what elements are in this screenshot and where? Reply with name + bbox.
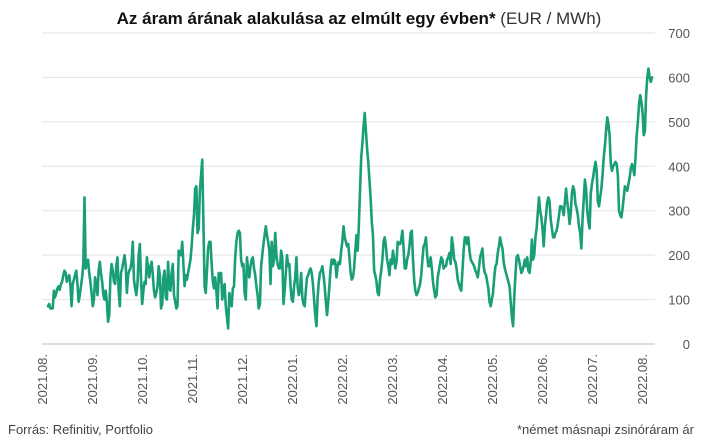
series-line <box>46 67 654 330</box>
x-tick-label: 2022.08. <box>635 354 650 405</box>
x-tick-label: 2021.12. <box>235 354 250 405</box>
y-axis-ticks: 0 100 200 300 400 500 600 700 <box>668 26 690 352</box>
series-group <box>46 67 654 330</box>
y-tick-label: 400 <box>668 159 690 174</box>
y-tick-label: 300 <box>668 204 690 219</box>
y-tick-label: 700 <box>668 26 690 41</box>
x-tick-label: 2022.06. <box>535 354 550 405</box>
x-tick-label: 2022.04. <box>435 354 450 405</box>
chart-unit: (EUR / MWh) <box>500 9 602 28</box>
x-tick-label: 2021.10. <box>135 354 150 405</box>
x-tick-label: 2022.02. <box>335 354 350 405</box>
chart-title: Az áram árának alakulása az elmúlt egy é… <box>0 9 718 29</box>
x-tick-label: 2022.05. <box>485 354 500 405</box>
source-note: Forrás: Refinitiv, Portfolio <box>8 422 153 437</box>
footnote: *német másnapi zsinóráram ár <box>516 422 694 437</box>
y-tick-label: 200 <box>668 248 690 263</box>
y-tick-label: 600 <box>668 70 690 85</box>
y-tick-label: 0 <box>683 337 690 352</box>
x-tick-label: 2021.09. <box>85 354 100 405</box>
x-tick-label: 2022.07. <box>585 354 600 405</box>
x-tick-label: 2022.01. <box>285 354 300 405</box>
gridlines <box>42 32 655 345</box>
x-axis-ticks: 2021.08. 2021.09. 2021.10. 2021.11. 2021.12.… <box>35 354 650 405</box>
x-tick-label: 2021.11. <box>185 354 200 404</box>
y-tick-label: 500 <box>668 115 690 130</box>
x-tick-label: 2021.08. <box>35 354 50 405</box>
y-tick-label: 100 <box>668 293 690 308</box>
x-tick-label: 2022.03. <box>385 354 400 405</box>
chart-title-text: Az áram árának alakulása az elmúlt egy é… <box>116 9 496 28</box>
